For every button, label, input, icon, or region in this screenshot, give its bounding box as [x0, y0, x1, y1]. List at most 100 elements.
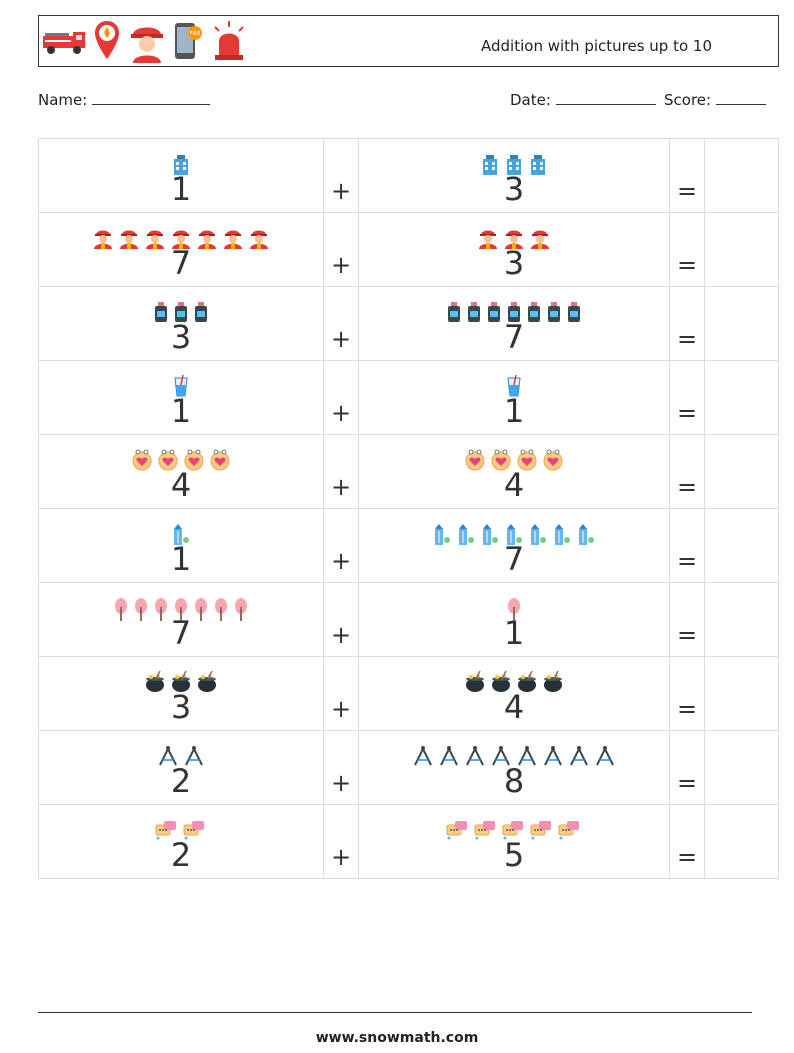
compass-icon [438, 745, 460, 769]
chat-bubble-icon [558, 819, 582, 843]
answer-cell[interactable] [704, 656, 779, 731]
addend-a-pictures [39, 375, 323, 399]
bottle-icon [466, 301, 482, 325]
equals-cell: = [669, 508, 705, 583]
equals-cell: = [669, 138, 705, 213]
fire-truck-icon [41, 26, 87, 56]
score-blank[interactable] [715, 90, 766, 105]
problems-table: 1 +3 = 7 +3 = 3 +7 = 1 +1 = 4 +4 = 1 +7 = 7 +1 = 3 +4 = 2 +8 = 2 +5 = [38, 138, 779, 879]
name-label: Name: [38, 91, 88, 109]
answer-cell[interactable] [704, 138, 779, 213]
addend-a-cell: 1 [38, 508, 324, 583]
firefighter-icon [196, 227, 218, 251]
answer-cell[interactable] [704, 360, 779, 435]
addend-a-pictures [39, 153, 323, 177]
bottle-icon [193, 301, 209, 325]
addend-a-pictures [39, 301, 323, 325]
compass-icon [183, 745, 205, 769]
addend-b-cell: 1 [358, 582, 670, 657]
addend-b-number: 7 [503, 318, 525, 356]
addend-b-pictures [359, 375, 669, 399]
answer-cell[interactable] [704, 508, 779, 583]
addend-b-number: 7 [503, 540, 525, 578]
firefighter-icon [170, 227, 192, 251]
addend-a-cell: 3 [38, 286, 324, 361]
addend-b-pictures [359, 597, 669, 621]
addend-b-pictures [359, 153, 669, 177]
cauldron-icon [464, 671, 486, 695]
equals-cell: = [669, 434, 705, 509]
addend-b-pictures [359, 227, 669, 251]
firefighter-icon [222, 227, 244, 251]
plus-cell: + [323, 804, 359, 879]
problem-row: 1 +7 = [38, 508, 779, 583]
addend-a-cell: 1 [38, 360, 324, 435]
problem-row: 1 +3 = [38, 138, 779, 213]
bottle-icon [566, 301, 582, 325]
compass-icon [568, 745, 590, 769]
addend-b-cell: 8 [358, 730, 670, 805]
date-blank[interactable] [555, 90, 656, 105]
equals-cell: = [669, 212, 705, 287]
name-blank[interactable] [92, 90, 211, 105]
answer-cell[interactable] [704, 286, 779, 361]
tower-plant-icon [480, 523, 500, 547]
plus-sign: + [330, 251, 352, 279]
answer-cell[interactable] [704, 212, 779, 287]
firefighter-icon [92, 227, 114, 251]
addend-a-number: 1 [170, 392, 192, 430]
chat-bubble-icon [530, 819, 554, 843]
answer-cell[interactable] [704, 804, 779, 879]
addend-a-cell: 2 [38, 804, 324, 879]
answer-cell[interactable] [704, 730, 779, 805]
addend-b-cell: 3 [358, 212, 670, 287]
addend-a-pictures [39, 819, 323, 843]
footer-url[interactable]: www.snowmath.com [315, 1030, 479, 1046]
firefighter-icon [248, 227, 270, 251]
compass-icon [542, 745, 564, 769]
addend-b-pictures [359, 745, 669, 769]
equals-sign: = [676, 621, 698, 649]
problem-row: 2 +8 = [38, 730, 779, 805]
addend-a-cell: 1 [38, 138, 324, 213]
bottle-icon [446, 301, 462, 325]
addend-a-pictures [39, 523, 323, 547]
score-field[interactable]: Score: [664, 90, 766, 109]
equals-sign: = [676, 177, 698, 205]
problem-row: 1 +1 = [38, 360, 779, 435]
compass-icon [412, 745, 434, 769]
tower-plant-icon [552, 523, 572, 547]
chat-bubble-icon [183, 819, 207, 843]
tower-plant-icon [456, 523, 476, 547]
addend-a-number: 4 [170, 466, 192, 504]
heart-badge-icon [183, 449, 205, 473]
equals-sign: = [676, 695, 698, 723]
plus-sign: + [330, 769, 352, 797]
addend-b-pictures [359, 523, 669, 547]
cauldron-icon [144, 671, 166, 695]
heart-badge-icon [157, 449, 179, 473]
plus-sign: + [330, 325, 352, 353]
bottle-icon [506, 301, 522, 325]
addend-b-cell: 4 [358, 656, 670, 731]
addend-a-number: 1 [170, 170, 192, 208]
name-field[interactable]: Name: [38, 90, 211, 109]
compass-icon [516, 745, 538, 769]
cauldron-icon [490, 671, 512, 695]
worksheet-header: FIRE Addition with pictures up to 10 [38, 15, 779, 67]
answer-cell[interactable] [704, 582, 779, 657]
plus-cell: + [323, 656, 359, 731]
addend-a-number: 1 [170, 540, 192, 578]
cauldron-icon [542, 671, 564, 695]
answer-cell[interactable] [704, 434, 779, 509]
tower-plant-icon [528, 523, 548, 547]
addend-a-cell: 7 [38, 582, 324, 657]
tree-icon [213, 597, 229, 621]
addend-a-pictures [39, 671, 323, 695]
addend-a-pictures [39, 597, 323, 621]
addend-a-cell: 3 [38, 656, 324, 731]
date-field[interactable]: Date: [510, 90, 656, 109]
equals-sign: = [676, 399, 698, 427]
building-icon [171, 153, 191, 177]
tree-icon [153, 597, 169, 621]
